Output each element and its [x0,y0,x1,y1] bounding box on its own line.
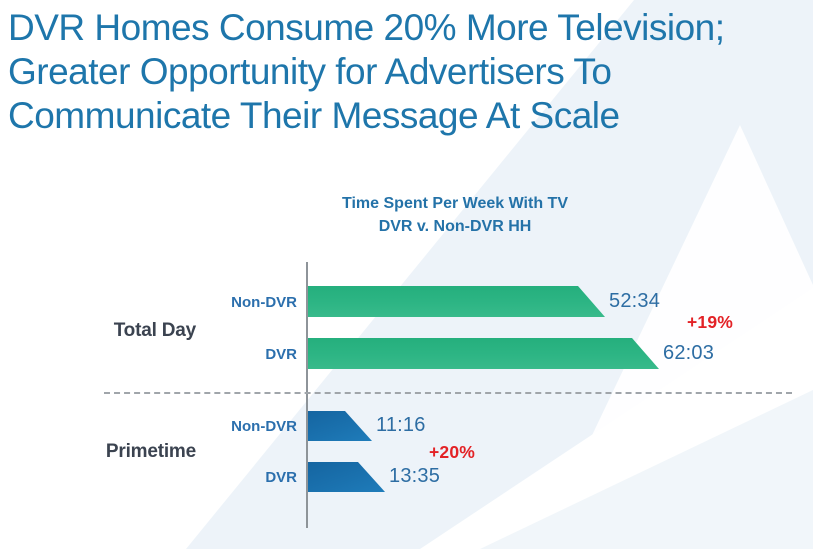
bar-value-primetime-dvr: 13:35 [389,465,441,487]
slide-title-line-2: Greater Opportunity for Advertisers To [8,51,612,92]
chart-title-line-1: Time Spent Per Week With TV [342,195,568,212]
slide-title-line-1: DVR Homes Consume 20% More Television; [8,7,725,48]
chart-title-line-2: DVR v. Non-DVR HH [378,218,532,235]
bar-total-day-non-dvr [308,286,605,317]
bar-primetime-non-dvr [308,411,372,441]
bar-value-total-day-dvr: 62:03 [663,342,715,364]
slide-title: DVR Homes Consume 20% More Television; G… [8,6,788,138]
slide-title-line-3: Communicate Their Message At Scale [8,95,620,136]
bar-label-total-day-non-dvr: Non-DVR [231,294,297,311]
group-label-total-day: Total Day [113,320,197,341]
bar-label-total-day-dvr: DVR [265,346,297,363]
delta-total-day: +19% [687,312,734,332]
bar-primetime-dvr [308,462,385,492]
bar-value-total-day-non-dvr: 52:34 [609,290,661,312]
bar-label-primetime-dvr: DVR [265,469,297,486]
bar-label-primetime-non-dvr: Non-DVR [231,418,297,435]
vertical-axis-line [306,262,308,528]
delta-primetime: +20% [429,442,476,462]
bar-value-primetime-non-dvr: 11:16 [376,414,426,436]
bar-total-day-dvr [308,338,659,369]
group-separator-dashed-line [104,392,792,394]
group-label-primetime: Primetime [105,441,196,462]
chart-title: Time Spent Per Week With TV DVR v. Non-D… [230,192,680,238]
